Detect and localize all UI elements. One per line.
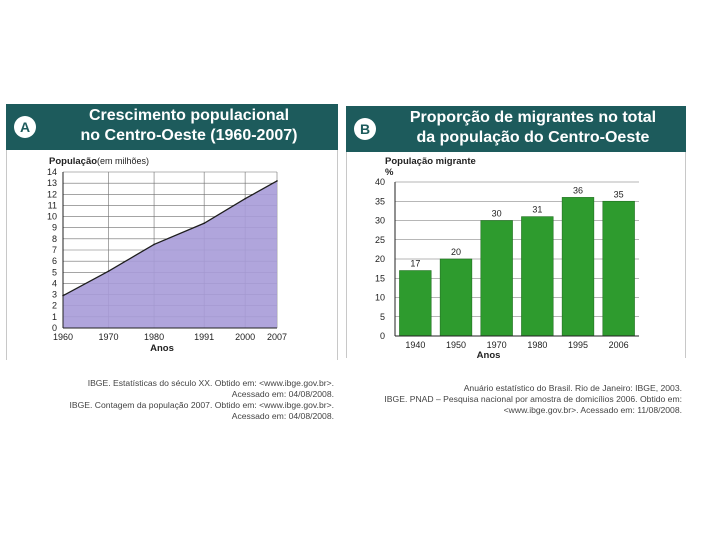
y-tick-label: 35 (375, 196, 385, 206)
y-axis-label: População migrante (385, 156, 476, 167)
y-tick-label: 8 (52, 234, 57, 244)
panel-a-header: A Crescimento populacional no Centro-Oes… (6, 104, 338, 150)
panel-b-header: B Proporção de migrantes no total da pop… (346, 106, 686, 152)
y-axis-label: População (49, 156, 97, 167)
y-tick-label: 9 (52, 223, 57, 233)
y-tick-label: 6 (52, 256, 57, 266)
panel-b-source-line: Anuário estatístico do Brasil. Rio de Ja… (463, 383, 682, 393)
bar-1970 (480, 220, 513, 337)
bar-2006 (602, 200, 635, 337)
y-tick-label: 14 (47, 167, 57, 177)
population-area-chart: População (em milhões)0123456789101112131… (47, 156, 287, 354)
panel-b-title-line2: da população do Centro-Oeste (416, 129, 650, 146)
y-tick-label: 2 (52, 301, 57, 311)
y-tick-label: 5 (52, 267, 57, 277)
x-tick-label: 1970 (99, 332, 119, 342)
x-tick-label: 1970 (487, 340, 507, 350)
panel-a-sources: IBGE. Estatísticas do século XX. Obtido … (14, 378, 335, 422)
y-tick-label: 13 (47, 178, 57, 188)
population-line (62, 180, 278, 297)
y-tick-label: 7 (52, 245, 57, 255)
bar-value-label: 17 (410, 259, 420, 269)
panel-a-title: Crescimento populacional no Centro-Oeste… (46, 106, 332, 146)
x-tick-label: 2007 (267, 332, 287, 342)
bar-1940 (399, 270, 432, 337)
migrants-bar-chart: População migrante% 0 5 10 15 20 25 30 35 40 17 194… (375, 156, 639, 358)
y-tick-label: 4 (52, 278, 57, 288)
panel-b-sources: Anuário estatístico do Brasil. Rio de Ja… (362, 383, 682, 416)
panel-a-plot-area: População (em milhões) 0 1 2 3 4 5 6 7 8 9 10 11 12 13 1… (6, 150, 338, 360)
y-tick-label: 11 (48, 200, 57, 210)
population-point (153, 243, 155, 246)
panel-a: A Crescimento populacional no Centro-Oes… (6, 104, 338, 422)
y-tick-label: 0 (380, 331, 385, 341)
y-tick-label: 3 (52, 290, 57, 300)
y-tick-label: 40 (375, 177, 385, 187)
y-tick-label: 25 (375, 235, 385, 245)
population-point (203, 222, 205, 225)
population-point (244, 197, 246, 200)
x-tick-label: 1980 (144, 332, 164, 342)
y-tick-label: 12 (47, 189, 57, 199)
population-area (63, 180, 277, 328)
bar-value-label: 35 (614, 189, 624, 199)
panel-a-source-line: IBGE. Contagem da população 2007. Obtido… (69, 400, 335, 410)
bar-value-label: 36 (573, 185, 583, 195)
bar-value-label: 20 (451, 247, 461, 257)
x-axis-label: Anos (477, 350, 501, 358)
panel-b-source-line: IBGE. PNAD – Pesquisa nacional por amost… (384, 394, 682, 404)
panel-b-title-line1: Proporção de migrantes no total (409, 109, 657, 126)
y-tick-label: 30 (375, 216, 385, 226)
y-tick-label: 0 (52, 323, 57, 333)
y-tick-label: 10 (375, 293, 385, 303)
bar-1950 (439, 258, 473, 337)
y-tick-label: 1 (52, 312, 57, 322)
x-tick-label: 1980 (527, 340, 547, 350)
panel-b-plot-area: População migrante% 0 5 10 15 20 25 30 35 40 17 194… (346, 152, 686, 358)
panel-a-source-line: IBGE. Estatísticas do século XX. Obtido … (87, 378, 334, 388)
y-tick-label: 15 (375, 273, 385, 283)
panel-a-source-line: Acessado em: 04/08/2008. (231, 389, 334, 399)
x-tick-label: 1991 (194, 332, 214, 342)
population-point (276, 180, 278, 182)
panel-b: B Proporção de migrantes no total da pop… (346, 106, 686, 416)
y-tick-label: 20 (375, 254, 385, 264)
x-tick-label: 1960 (53, 332, 73, 342)
y-axis-unit: (em milhões) (97, 156, 149, 166)
panel-a-title-line1: Crescimento populacional (88, 107, 290, 124)
bar-1980 (521, 216, 554, 337)
x-tick-label: 1995 (568, 340, 588, 350)
x-tick-label: 1950 (446, 340, 466, 350)
bar-1995 (561, 197, 595, 337)
bar-value-label: 31 (532, 205, 542, 215)
y-tick-label: 5 (380, 312, 385, 322)
y-tick-label: 10 (47, 212, 57, 222)
bar-value-label: 30 (492, 209, 502, 219)
panel-b-letter: B (354, 118, 376, 140)
x-tick-label: 2000 (235, 332, 255, 342)
x-tick-label: 2006 (609, 340, 629, 350)
panel-a-letter: A (14, 116, 36, 138)
y-axis-unit: % (385, 167, 394, 178)
panel-a-title-line2: no Centro-Oeste (1960-2007) (80, 127, 298, 144)
panel-b-source-line: <www.ibge.gov.br>. Acessado em: 11/08/20… (503, 405, 682, 415)
panel-b-title: Proporção de migrantes no total da popul… (386, 108, 680, 148)
population-point (107, 270, 110, 272)
x-axis-label: Anos (150, 343, 174, 354)
x-tick-label: 1940 (405, 340, 425, 350)
panel-a-source-line: Acessado em: 04/08/2008. (231, 411, 334, 421)
